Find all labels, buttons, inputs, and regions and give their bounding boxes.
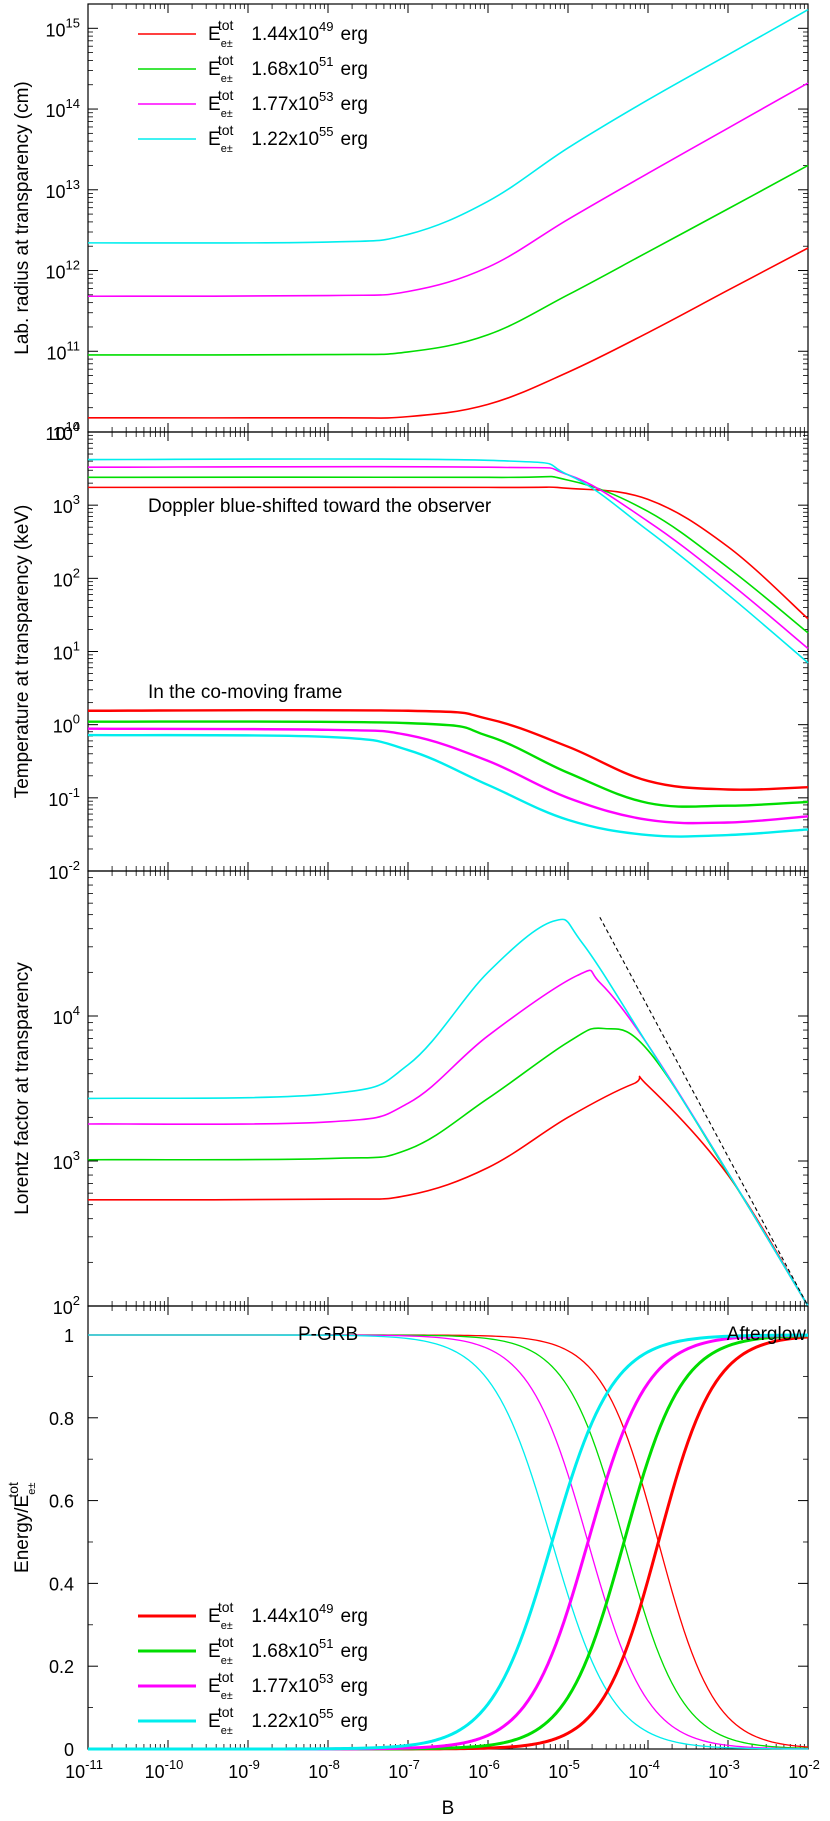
series-line-4: [87, 9, 809, 244]
annotation-observer: Doppler blue-shifted toward the observer: [148, 496, 492, 517]
x-tick-label: 10-9: [228, 1757, 260, 1782]
y-tick-label: 1010: [46, 419, 81, 444]
legend-entry-2: Ee±tot 1.68x1051 erg: [138, 1634, 368, 1667]
y-tick-label: 1011: [46, 338, 80, 363]
asymptote-dashed-line: [599, 916, 809, 1307]
panel-4: 0 0.2 0.4 0.6 0.8 1 Energy/Ee±tot P-GRB Afterglo…: [5, 1305, 809, 1760]
y-tick-label: 1: [64, 1326, 74, 1346]
comoving-line-1: [87, 708, 809, 791]
legend-label: Ee±tot 1.77x1053 erg: [208, 1669, 368, 1702]
legend-entry-1: Ee±tot 1.44x1049 erg: [138, 17, 368, 50]
y-axis-label: Lorentz factor at transparency: [12, 962, 33, 1215]
y-tick-label: 1012: [46, 258, 81, 283]
y-tick-label: 10-2: [48, 858, 80, 883]
legend-label: Ee±tot 1.68x1051 erg: [208, 1634, 368, 1667]
series-line-1: [87, 247, 809, 419]
legend-entry-4: Ee±tot 1.22x1055 erg: [138, 122, 368, 155]
legend-label: Ee±tot 1.22x1055 erg: [208, 1704, 368, 1737]
series-line-1: [87, 1075, 809, 1307]
legend-entry-4: Ee±tot 1.22x1055 erg: [138, 1704, 368, 1737]
y-tick-label: 104: [53, 1003, 80, 1028]
legend-label: Ee±tot 1.77x1053 erg: [208, 87, 368, 120]
y-tick-label: 101: [53, 639, 80, 664]
pgrb-line-4: [88, 1334, 809, 1750]
y-tick-label: 1014: [46, 96, 81, 121]
x-tick-label: 10-7: [388, 1757, 420, 1782]
y-tick-label: 1013: [46, 177, 81, 202]
legend-entry-3: Ee±tot 1.77x1053 erg: [138, 1669, 368, 1702]
series-line-2: [87, 1027, 809, 1307]
series-line-2: [87, 164, 809, 356]
panel-1: 1010 1011 1012 1013 1014 1015 Lab. radius at t…: [12, 3, 809, 444]
y-tick-label: 103: [53, 1148, 80, 1173]
legend-label: Ee±tot 1.44x1049 erg: [208, 17, 368, 50]
legend-label: Ee±tot 1.22x1055 erg: [208, 122, 368, 155]
y-tick-label: 0.4: [49, 1574, 74, 1594]
observer-line-3: [87, 465, 809, 650]
legend-entry-2: Ee±tot 1.68x1051 erg: [138, 52, 368, 85]
y-tick-label: 102: [53, 565, 80, 590]
x-tick-label: 10-3: [708, 1757, 740, 1782]
series-line-3: [87, 82, 809, 298]
legend-entry-3: Ee±tot 1.77x1053 erg: [138, 87, 368, 120]
observer-line-4: [87, 458, 809, 664]
y-tick-label: 100: [53, 712, 80, 737]
panel-2: 10-2 10-1 100 101 102 103 104 Temperature at tr…: [12, 419, 809, 883]
annotation-comoving: In the co-moving frame: [148, 682, 342, 703]
y-tick-label: 0.8: [49, 1409, 74, 1429]
panel-3: 102 103 104 Lorentz factor at transparency: [12, 870, 809, 1318]
y-axis-label: Temperature at transparency (keV): [12, 505, 33, 799]
x-axis-label: B: [442, 1798, 455, 1819]
comoving-line-3: [87, 727, 809, 825]
x-tick-label: 10-4: [628, 1757, 660, 1782]
legend-label: Ee±tot 1.44x1049 erg: [208, 1599, 368, 1632]
afterglow-line-4: [88, 1333, 809, 1751]
y-tick-label: 10-1: [48, 785, 80, 810]
comoving-line-4: [87, 733, 809, 838]
observer-line-1: [87, 486, 809, 620]
y-tick-label: 0.6: [49, 1492, 74, 1512]
observer-line-2: [87, 475, 809, 634]
y-tick-label: 0: [64, 1740, 74, 1760]
y-tick-label: 1015: [46, 15, 81, 40]
y-axis-label: Lab. radius at transparency (cm): [12, 81, 33, 355]
x-tick-label: 10-6: [468, 1757, 500, 1782]
plot-frame: [87, 1305, 809, 1750]
x-tick-label: 10-8: [308, 1757, 340, 1782]
annotation-afterglow: Afterglow: [727, 1324, 806, 1345]
y-tick-label: 102: [53, 1293, 80, 1318]
x-tick-label: 10-11: [65, 1757, 103, 1782]
y-tick-label: 0.2: [49, 1657, 74, 1677]
series-line-4: [87, 918, 809, 1307]
y-axis-label: Energy/Ee±tot: [5, 1482, 38, 1573]
x-tick-label: 10-5: [548, 1757, 580, 1782]
plot-frame: [87, 870, 809, 1307]
legend-label: Ee±tot 1.68x1051 erg: [208, 52, 368, 85]
y-tick-label: 104: [53, 419, 80, 444]
legend-entry-1: Ee±tot 1.44x1049 erg: [138, 1599, 368, 1632]
annotation-pgrb: P-GRB: [298, 1324, 358, 1345]
y-tick-label: 103: [53, 492, 80, 517]
comoving-line-2: [87, 720, 809, 808]
x-tick-label: 10-10: [145, 1757, 184, 1782]
x-tick-label: 10-2: [788, 1757, 820, 1782]
